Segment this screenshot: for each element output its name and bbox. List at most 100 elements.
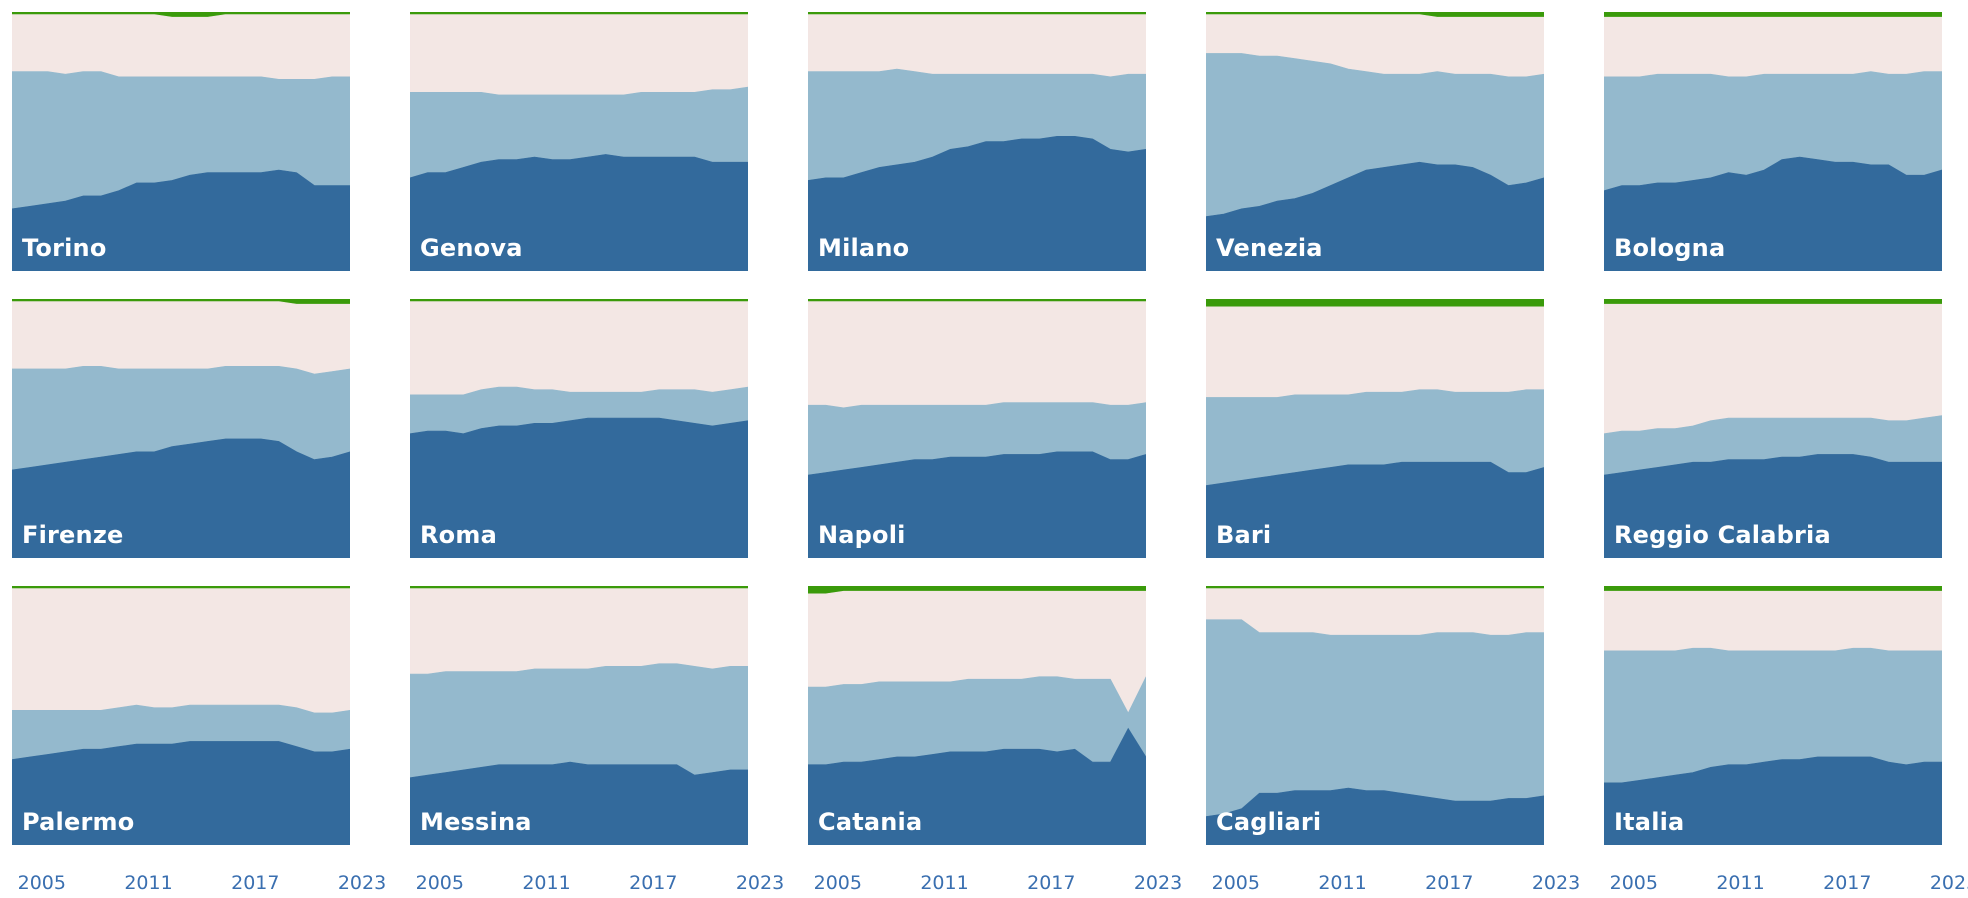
area-chart-firenze bbox=[12, 299, 350, 558]
band-bottom-area bbox=[410, 417, 748, 558]
band-middle-area bbox=[410, 663, 748, 779]
x-tick-label: 2023 bbox=[1531, 872, 1581, 894]
x-tick-label: 2011 bbox=[522, 872, 571, 894]
band-bottom-area bbox=[1604, 156, 1942, 271]
band-bottom-area bbox=[1206, 161, 1544, 271]
area-chart-bologna bbox=[1604, 12, 1942, 271]
x-tick-label: 2005 bbox=[17, 872, 66, 894]
x-tick-label: 2005 bbox=[1211, 872, 1260, 894]
band-top-area bbox=[410, 12, 748, 15]
band-upper-area bbox=[808, 14, 1146, 78]
band-upper-area bbox=[410, 14, 748, 96]
band-top-area bbox=[12, 586, 350, 589]
x-tick-label: 2023 bbox=[1133, 872, 1183, 894]
city-label: Venezia bbox=[1216, 234, 1323, 262]
x-tick-label: 2017 bbox=[1027, 872, 1076, 894]
x-tick-label: 2011 bbox=[920, 872, 969, 894]
band-top-area bbox=[1604, 12, 1942, 18]
city-label: Bologna bbox=[1614, 234, 1726, 262]
area-chart-reggio-calabria bbox=[1604, 299, 1942, 558]
band-top-area bbox=[1604, 299, 1942, 305]
panel-palermo: Palermo bbox=[12, 586, 350, 845]
band-bottom-area bbox=[410, 154, 748, 271]
panel-milano: Milano bbox=[808, 12, 1146, 271]
band-upper-area bbox=[1604, 303, 1942, 435]
band-top-area bbox=[410, 299, 748, 302]
x-tick-label: 2023 bbox=[1929, 872, 1968, 894]
band-upper-area bbox=[808, 301, 1146, 409]
band-bottom-area bbox=[808, 727, 1146, 845]
x-tick-label: 2017 bbox=[1823, 872, 1872, 894]
band-bottom-area bbox=[12, 169, 350, 271]
band-bottom-area bbox=[808, 136, 1146, 271]
band-top-area bbox=[410, 586, 748, 589]
x-tick-label: 2017 bbox=[1425, 872, 1474, 894]
area-chart-palermo bbox=[12, 586, 350, 845]
band-upper-area bbox=[1206, 306, 1544, 398]
x-axis-column-4: 2005 2011 2017 2023 bbox=[1206, 872, 1606, 898]
band-bottom-area bbox=[808, 451, 1146, 558]
band-top-area bbox=[1206, 586, 1544, 589]
city-label: Napoli bbox=[818, 521, 906, 549]
x-tick-label: 2023 bbox=[735, 872, 785, 894]
area-chart-italia bbox=[1604, 586, 1942, 845]
band-bottom-area bbox=[1604, 454, 1942, 558]
band-upper-area bbox=[410, 301, 748, 396]
band-top-area bbox=[808, 12, 1146, 15]
city-label: Messina bbox=[420, 808, 532, 836]
city-label: Palermo bbox=[22, 808, 135, 836]
area-chart-venezia bbox=[1206, 12, 1544, 271]
panel-bari: Bari bbox=[1206, 299, 1544, 558]
area-chart-milano bbox=[808, 12, 1146, 271]
city-label: Italia bbox=[1614, 808, 1685, 836]
band-top-area bbox=[1604, 586, 1942, 592]
x-tick-label: 2005 bbox=[1609, 872, 1658, 894]
panel-firenze: Firenze bbox=[12, 299, 350, 558]
band-bottom-area bbox=[1604, 756, 1942, 845]
panel-bologna: Bologna bbox=[1604, 12, 1942, 271]
panel-roma: Roma bbox=[410, 299, 748, 558]
area-chart-genova bbox=[410, 12, 748, 271]
band-upper-area bbox=[1604, 590, 1942, 652]
x-tick-label: 2017 bbox=[231, 872, 280, 894]
panel-napoli: Napoli bbox=[808, 299, 1146, 558]
area-chart-roma bbox=[410, 299, 748, 558]
area-chart-cagliari bbox=[1206, 586, 1544, 845]
panel-cagliari: Cagliari bbox=[1206, 586, 1544, 845]
area-chart-napoli bbox=[808, 299, 1146, 558]
x-axis-column-3: 2005 2011 2017 2023 bbox=[808, 872, 1208, 898]
city-label: Catania bbox=[818, 808, 923, 836]
city-label: Reggio Calabria bbox=[1614, 521, 1831, 549]
x-tick-label: 2017 bbox=[629, 872, 678, 894]
city-label: Milano bbox=[818, 234, 910, 262]
city-label: Cagliari bbox=[1216, 808, 1322, 836]
city-label: Bari bbox=[1216, 521, 1272, 549]
city-label: Torino bbox=[22, 234, 107, 262]
x-axis-column-1: 2005 2011 2017 2023 bbox=[12, 872, 412, 898]
city-label: Genova bbox=[420, 234, 523, 262]
band-top-area bbox=[1206, 299, 1544, 308]
x-tick-label: 2011 bbox=[124, 872, 173, 894]
band-bottom-area bbox=[12, 438, 350, 558]
band-upper-area bbox=[1206, 588, 1544, 636]
band-bottom-area bbox=[12, 741, 350, 845]
band-upper-area bbox=[12, 301, 350, 375]
city-label: Roma bbox=[420, 521, 497, 549]
panel-genova: Genova bbox=[410, 12, 748, 271]
panel-italia: Italia bbox=[1604, 586, 1942, 845]
band-bottom-area bbox=[1206, 787, 1544, 845]
panel-catania: Catania bbox=[808, 586, 1146, 845]
x-axis-column-5: 2005 2011 2017 2023 bbox=[1604, 872, 1968, 898]
x-tick-label: 2011 bbox=[1318, 872, 1367, 894]
band-upper-area bbox=[12, 14, 350, 80]
x-tick-label: 2011 bbox=[1716, 872, 1765, 894]
city-label: Firenze bbox=[22, 521, 124, 549]
band-upper-area bbox=[1604, 16, 1942, 78]
band-middle-area bbox=[1206, 619, 1544, 817]
x-tick-label: 2023 bbox=[337, 872, 387, 894]
x-axis-column-2: 2005 2011 2017 2023 bbox=[410, 872, 810, 898]
x-tick-label: 2005 bbox=[415, 872, 464, 894]
area-chart-catania bbox=[808, 586, 1146, 845]
area-chart-bari bbox=[1206, 299, 1544, 558]
